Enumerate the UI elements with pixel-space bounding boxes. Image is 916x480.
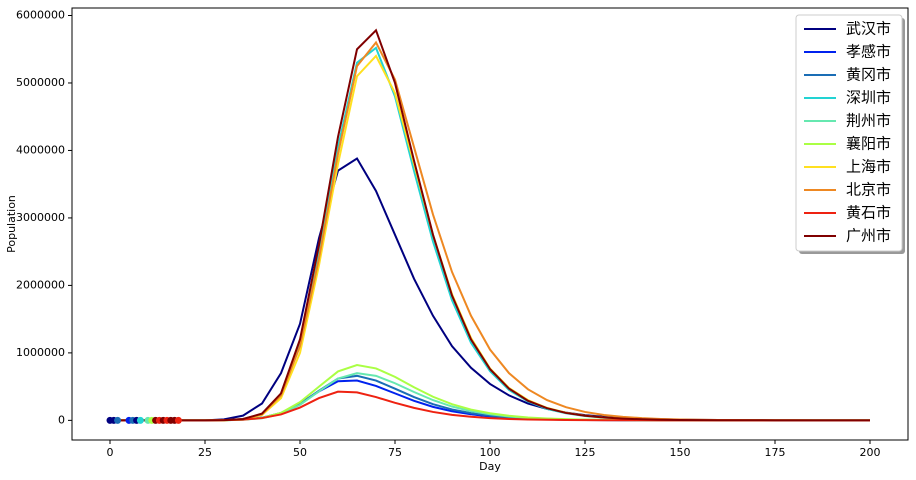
x-tick-label: 75: [388, 446, 402, 459]
series-line: [110, 364, 871, 422]
y-tick-label: 6000000: [16, 8, 65, 21]
x-tick-label: 0: [107, 446, 114, 459]
legend-label: 深圳市: [846, 89, 891, 107]
x-tick-label: 100: [480, 446, 501, 459]
x-tick-label: 200: [860, 446, 881, 459]
y-tick-label: 5000000: [16, 76, 65, 89]
x-tick-label: 50: [293, 446, 307, 459]
y-tick-label: 0: [58, 413, 65, 426]
x-tick-label: 125: [575, 446, 596, 459]
x-axis-label: Day: [479, 460, 501, 473]
legend-label: 孝感市: [846, 43, 891, 61]
series-line: [110, 46, 871, 422]
start-marker: [136, 416, 144, 424]
y-tick-label: 2000000: [16, 278, 65, 291]
start-marker: [114, 416, 122, 424]
legend-label: 黄石市: [846, 204, 891, 222]
series-line: [110, 54, 871, 422]
y-axis-label: Population: [5, 195, 18, 253]
legend-label: 黄冈市: [846, 66, 891, 84]
y-tick-label: 1000000: [16, 346, 65, 359]
series-line: [110, 28, 871, 422]
legend-label: 广州市: [846, 227, 891, 245]
x-tick-label: 150: [670, 446, 691, 459]
y-tick-label: 4000000: [16, 143, 65, 156]
x-tick-label: 25: [198, 446, 212, 459]
legend-label: 上海市: [846, 158, 891, 176]
legend-label: 武汉市: [846, 20, 891, 38]
x-tick-label: 175: [765, 446, 786, 459]
series-line: [110, 157, 871, 422]
legend-label: 襄阳市: [846, 135, 891, 153]
legend-label: 北京市: [846, 181, 891, 199]
y-tick-label: 3000000: [16, 211, 65, 224]
start-marker: [174, 416, 182, 424]
legend-label: 荆州市: [846, 112, 891, 130]
series-line: [110, 40, 871, 422]
plot-frame: [71, 7, 909, 441]
